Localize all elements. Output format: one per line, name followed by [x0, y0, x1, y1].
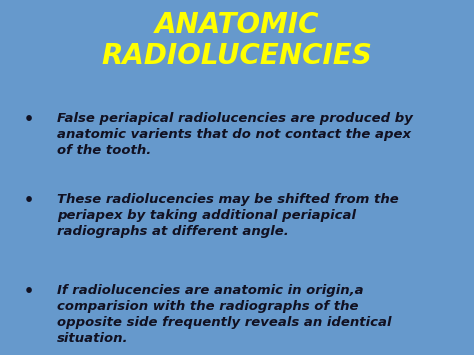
Text: •: • — [23, 284, 34, 299]
Text: False periapical radiolucencies are produced by
anatomic varients that do not co: False periapical radiolucencies are prod… — [57, 112, 413, 157]
Text: ANATOMIC
RADIOLUCENCIES: ANATOMIC RADIOLUCENCIES — [101, 11, 373, 70]
Text: •: • — [23, 112, 34, 127]
Text: If radiolucencies are anatomic in origin,a
comparision with the radiographs of t: If radiolucencies are anatomic in origin… — [57, 284, 392, 345]
Text: •: • — [23, 193, 34, 208]
Text: These radiolucencies may be shifted from the
periapex by taking additional peria: These radiolucencies may be shifted from… — [57, 193, 399, 239]
